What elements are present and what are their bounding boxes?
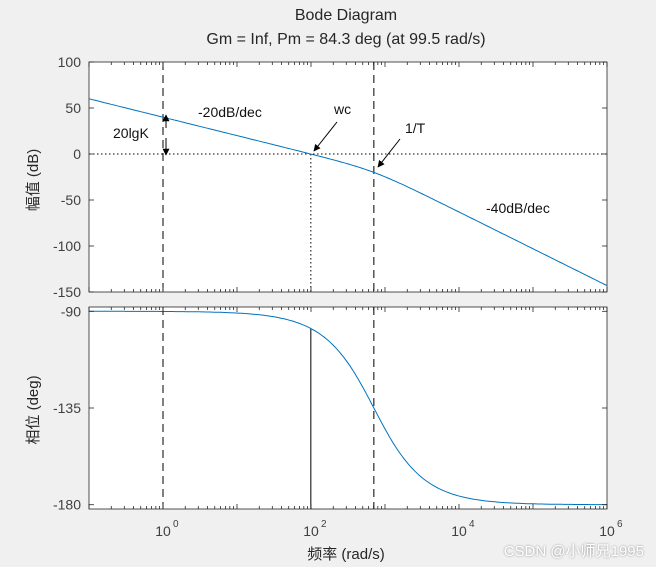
x-axis-label: 频率 (rad/s) xyxy=(307,546,385,563)
mag-y-tick-label: 0 xyxy=(73,146,81,162)
magnitude-curve xyxy=(88,98,608,287)
x-tick-exponent: 2 xyxy=(321,519,327,530)
phase-y-tick-label: -180 xyxy=(53,497,81,513)
x-tick-label: 10 xyxy=(303,523,319,539)
mag-y-tick-label: 50 xyxy=(65,100,81,116)
gain-label: 20lgK xyxy=(113,125,149,141)
phase-y-axis-label: 相位 (deg) xyxy=(25,375,42,444)
phase-y-tick-label: -135 xyxy=(53,400,81,416)
x-tick-exponent: 0 xyxy=(173,519,179,530)
mag-y-tick-label: 100 xyxy=(58,54,82,70)
slope2-label: -40dB/dec xyxy=(486,200,550,216)
mag-y-tick-label: -150 xyxy=(53,284,81,300)
mag-y-tick-label: -100 xyxy=(53,238,81,254)
crossover-arrow xyxy=(313,121,338,152)
x-tick-exponent: 6 xyxy=(617,519,623,530)
x-tick-label: 10 xyxy=(155,523,171,539)
crossover-label: wc xyxy=(333,101,351,117)
corner-label: 1/T xyxy=(405,120,426,136)
magnitude-plot-area xyxy=(88,61,608,293)
phase-y-tick-label: -90 xyxy=(61,303,81,319)
phase-curve xyxy=(89,310,607,506)
x-tick-label: 10 xyxy=(451,523,467,539)
mag-y-tick-label: -50 xyxy=(61,192,81,208)
chart-subtitle: Gm = Inf, Pm = 84.3 deg (at 99.5 rad/s) xyxy=(206,31,485,48)
chart-title: Bode Diagram xyxy=(295,7,397,24)
phase-plot-area xyxy=(88,306,608,510)
watermark: CSDN @小师兄1995 xyxy=(503,543,644,560)
x-tick-exponent: 4 xyxy=(469,519,475,530)
x-tick-label: 10 xyxy=(599,523,615,539)
magnitude-y-axis-label: 幅值 (dB) xyxy=(25,149,42,212)
slope1-label: -20dB/dec xyxy=(198,104,262,120)
corner-arrow xyxy=(377,138,401,168)
